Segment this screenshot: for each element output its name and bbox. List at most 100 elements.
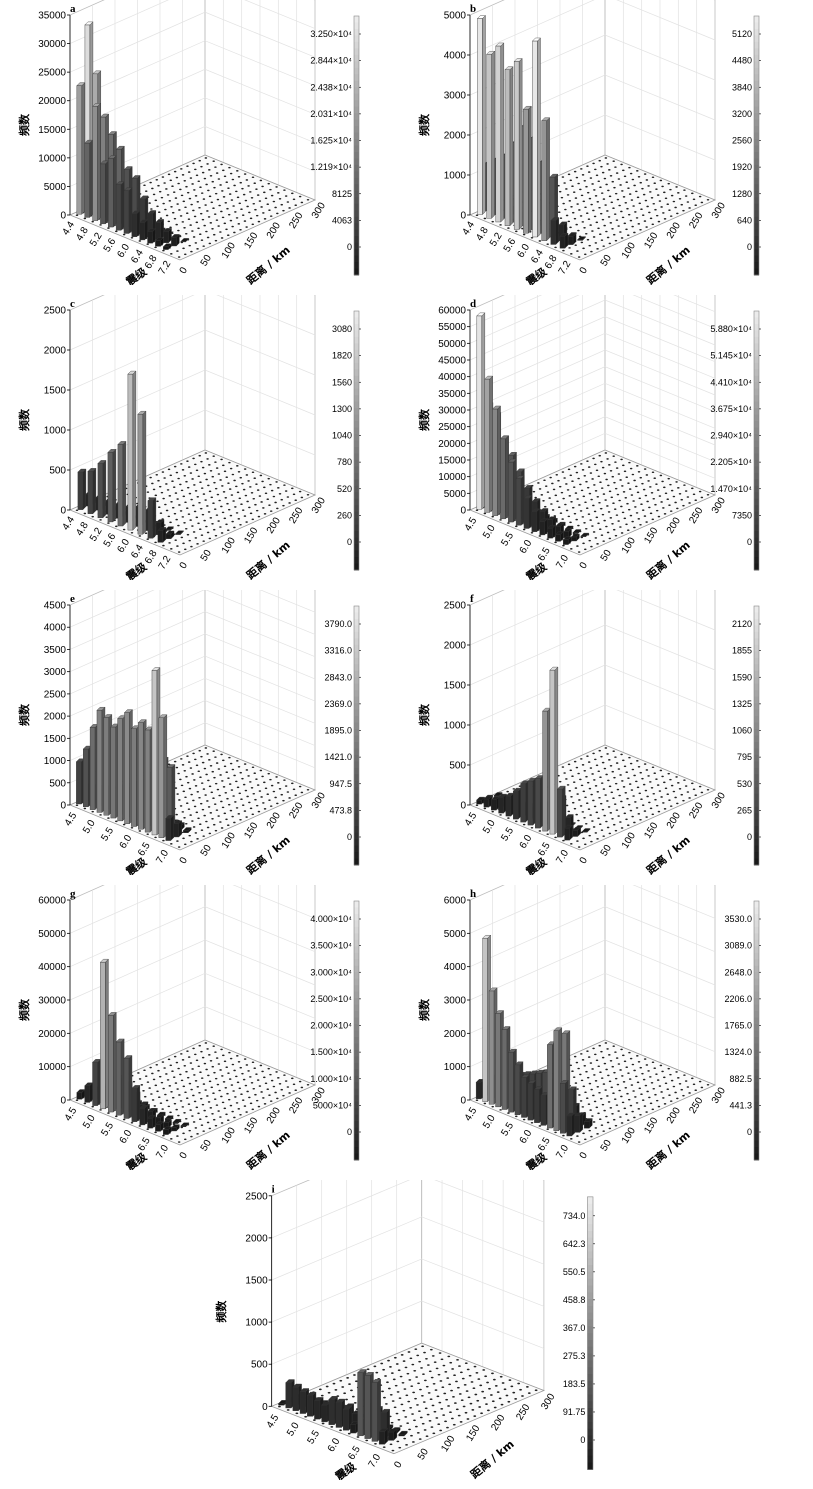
z-axis: 0 10000 20000 30000 40000 50000 60000	[38, 896, 71, 1107]
bar-d-10-1	[563, 528, 572, 539]
bar-a-10-0	[154, 237, 164, 247]
colorbar-tick-label: 2.000×10⁴	[310, 1021, 352, 1031]
z-axis: 0 1000 2000 3000 4000 5000 6000	[444, 896, 471, 1107]
z-tick-label: 1500	[444, 681, 467, 692]
bar-c-8-1	[165, 530, 175, 540]
z-tick-label: 4000	[44, 623, 67, 634]
bar-f-12-0	[564, 824, 574, 841]
z-tick-label: 55000	[438, 322, 466, 333]
bar-a-9-0	[147, 228, 157, 244]
bars	[76, 958, 190, 1136]
colorbar-tick-label: 1324.0	[724, 1047, 752, 1057]
bar-b-0-0	[477, 14, 486, 215]
bar-a-11-1	[170, 233, 180, 247]
magnitude-tick-label: 4.5	[63, 810, 80, 828]
z-tick-label: 500	[49, 466, 66, 477]
bar-f-8-0	[534, 775, 544, 829]
z-axis: 0 500 1000 1500 2000 2500	[444, 601, 471, 812]
bar-d-1-0	[484, 375, 494, 513]
distance-tick-label: 50	[416, 1446, 431, 1462]
bars	[76, 21, 190, 251]
colorbar-tick-label: 530	[737, 779, 752, 789]
colorbar-tick-label: 0	[347, 537, 352, 547]
distance-tick-label: 250	[287, 505, 305, 525]
bar-a-4-0	[107, 155, 117, 228]
magnitude-tick-label: 5.5	[499, 825, 516, 843]
colorbar-tick-label: 3.000×10⁴	[310, 967, 352, 977]
colorbar-tick-label: 550.5	[563, 1267, 586, 1277]
z-tick-label: 0	[262, 1402, 268, 1413]
distance-tick-label: 200	[265, 515, 283, 535]
z-tick-label: 10000	[38, 153, 66, 164]
distance-tick-label: 250	[287, 800, 305, 820]
colorbar-tick-label: 0	[747, 832, 752, 842]
bar-b-1-0	[486, 50, 496, 219]
chart-b: 0100020003000400050004.44.85.25.66.06.46…	[417, 0, 761, 285]
colorbar: 0 441.3 882.5 1324.0 1765.0 2206.0 2648.0 3089.…	[724, 900, 761, 1161]
distance-tick-label: 100	[220, 1125, 238, 1145]
z-axis: 0 500 1000 1500 2000 2500	[245, 1191, 273, 1413]
colorbar-tick-label: 520	[337, 484, 352, 494]
z-tick-label: 1000	[444, 1062, 467, 1073]
magnitude-tick-label: 7.0	[554, 553, 571, 571]
z-axis: 0 500 1000 1500 2000 2500	[44, 306, 71, 517]
z-tick-label: 10000	[38, 1062, 66, 1073]
colorbar-tick-label: 5000×10⁴	[313, 1100, 352, 1110]
z-axis: 0 500 1000 1500 2000 2500 3000 3500 4000 4500	[44, 601, 71, 812]
colorbar-tick-label: 5.880×10⁴	[710, 324, 752, 334]
colorbar-tick-label: 1920	[732, 162, 752, 172]
bar-g-11-1	[170, 1124, 180, 1132]
magnitude-tick-label: 5.5	[99, 1120, 116, 1138]
bar-c-3-0	[107, 448, 117, 523]
chart-d: 0500010000150002000025000300003500040000…	[417, 295, 761, 580]
colorbar-tick-label: 0	[747, 242, 752, 252]
colorbar-tick-label: 1325	[732, 699, 752, 709]
panel-letter: d	[470, 298, 476, 310]
magnitude-tick-label: 5.0	[81, 818, 98, 836]
bar-a-5-0	[115, 181, 125, 231]
bar-g-10-2	[172, 1118, 182, 1125]
z-tick-label: 0	[60, 211, 66, 222]
colorbar-tick-label: 91.75	[563, 1407, 586, 1417]
distance-tick-label: 300	[539, 1391, 557, 1411]
bar-d-5-0	[515, 475, 525, 526]
distance-tick-label: 0	[578, 1150, 591, 1161]
colorbar-tick-label: 642.3	[563, 1239, 586, 1249]
z-tick-label: 500	[449, 761, 466, 772]
distance-tick-label: 0	[178, 1150, 191, 1161]
colorbar-tick-label: 2120	[732, 619, 752, 629]
z-tick-label: 45000	[438, 356, 466, 367]
colorbar-tick-label: 441.3	[729, 1100, 752, 1110]
colorbar: 0 265 530 795 1060 1325 1590 1855 2120	[732, 605, 761, 866]
z-tick-label: 5000	[444, 489, 467, 500]
bar-g-1-0	[84, 1082, 94, 1103]
z-tick-label: 35000	[438, 389, 466, 400]
z-tick-label: 15000	[38, 125, 66, 136]
bar-a-2-0	[92, 102, 102, 222]
distance-tick-label: 100	[620, 1125, 638, 1145]
bar-d-10-2	[572, 529, 582, 535]
bar-f-12-2	[581, 828, 591, 833]
z-tick-label: 60000	[438, 306, 466, 317]
distance-tick-label: 250	[287, 1095, 305, 1115]
bar-e-13-0	[165, 814, 175, 842]
distance-tick-label: 0	[178, 560, 191, 571]
bar-f-3-0	[498, 793, 508, 814]
z-tick-label: 0	[60, 506, 66, 517]
magnitude-tick-label: 5.0	[285, 1420, 302, 1438]
z-tick-label: 25000	[38, 68, 66, 79]
z-tick-label: 2500	[444, 601, 467, 612]
panel-b: 0 1000 2000 3000 4000 5000 4.4 4.8 5.2 5.6 6.0 6.4 6…	[410, 0, 770, 285]
magnitude-tick-label: 6.0	[118, 1128, 135, 1146]
colorbar-tick-label: 7350	[732, 510, 752, 520]
distance-tick-label: 50	[199, 548, 214, 564]
distance-tick-label: 0	[578, 265, 591, 276]
z-tick-label: 4000	[444, 962, 467, 973]
bar-b-9-2	[577, 236, 587, 241]
panel-i: 0 500 1000 1500 2000 2500 4.5 5.0 5.5 6.0 6.5 7.0 0 5…	[205, 1180, 605, 1480]
colorbar-tick-label: 3.500×10⁴	[310, 941, 352, 951]
distance-tick-label: 250	[687, 505, 705, 525]
colorbar-tick-label: 265	[737, 805, 752, 815]
